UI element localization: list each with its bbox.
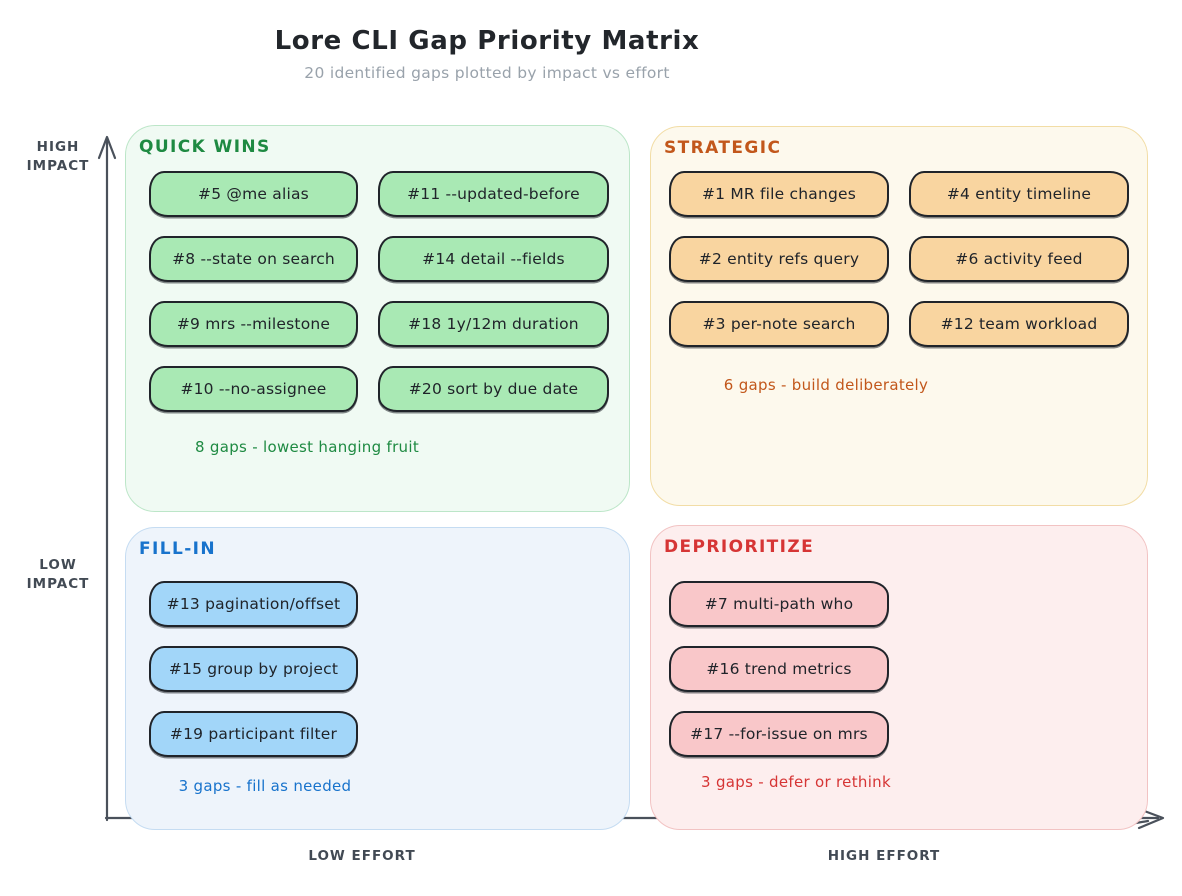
gap-pill: #13 pagination/offset [149,581,358,627]
quadrant-deprioritize: DEPRIORITIZE #7 multi-path who #16 trend … [650,525,1148,830]
page-subtitle: 20 identified gaps plotted by impact vs … [304,64,670,82]
gap-pill: #16 trend metrics [669,646,889,692]
x-axis-low-label: LOW EFFORT [308,848,416,864]
quadrant-title: DEPRIORITIZE [664,537,815,557]
gap-pill: #9 mrs --milestone [149,301,358,347]
gap-pill: #12 team workload [909,301,1129,347]
pill-grid: #1 MR file changes #4 entity timeline #2 e… [669,171,1129,347]
gap-pill: #3 per-note search [669,301,889,347]
page-title: Lore CLI Gap Priority Matrix [274,26,700,56]
gap-pill: #19 participant filter [149,711,358,757]
gap-pill: #17 --for-issue on mrs [669,711,889,757]
quadrant-caption: 6 gaps - build deliberately [723,376,929,394]
gap-pill: #7 multi-path who [669,581,889,627]
x-axis-high-label: HIGH EFFORT [827,848,941,864]
y-axis-high-label: HIGH IMPACT [26,139,90,174]
quadrant-title: FILL-IN [139,539,217,559]
pill-grid: #7 multi-path who #16 trend metrics #17 --… [669,581,889,757]
pill-grid: #13 pagination/offset #15 group by projec… [149,581,358,757]
title-block: Lore CLI Gap Priority Matrix 20 identifi… [0,26,974,82]
gap-pill: #10 --no-assignee [149,366,358,412]
gap-pill: #8 --state on search [149,236,358,282]
gap-pill: #20 sort by due date [378,366,609,412]
gap-pill: #18 1y/12m duration [378,301,609,347]
x-axis-arrow-icon [1137,807,1165,830]
quadrant-caption: 3 gaps - fill as needed [178,777,352,795]
gap-pill: #1 MR file changes [669,171,889,217]
quadrant-fill-in: FILL-IN #13 pagination/offset #15 group b… [125,527,630,830]
quadrant-strategic: STRATEGIC #1 MR file changes #4 entity ti… [650,126,1148,506]
gap-pill: #14 detail --fields [378,236,609,282]
y-axis-arrow-icon [97,135,117,160]
y-axis-low-label: LOW IMPACT [26,557,90,592]
pill-grid: #5 @me alias #11 --updated-before #8 --sta… [149,171,609,412]
gap-pill: #4 entity timeline [909,171,1129,217]
gap-pill: #15 group by project [149,646,358,692]
quadrant-caption: 3 gaps - defer or rethink [701,773,891,791]
quadrant-caption: 8 gaps - lowest hanging fruit [194,438,420,456]
gap-pill: #5 @me alias [149,171,358,217]
gap-pill: #11 --updated-before [378,171,609,217]
quadrant-title: STRATEGIC [664,138,782,158]
quadrant-title: QUICK WINS [139,137,271,157]
gap-pill: #6 activity feed [909,236,1129,282]
quadrant-quick-wins: QUICK WINS #5 @me alias #11 --updated-bef… [125,125,630,512]
gap-pill: #2 entity refs query [669,236,889,282]
